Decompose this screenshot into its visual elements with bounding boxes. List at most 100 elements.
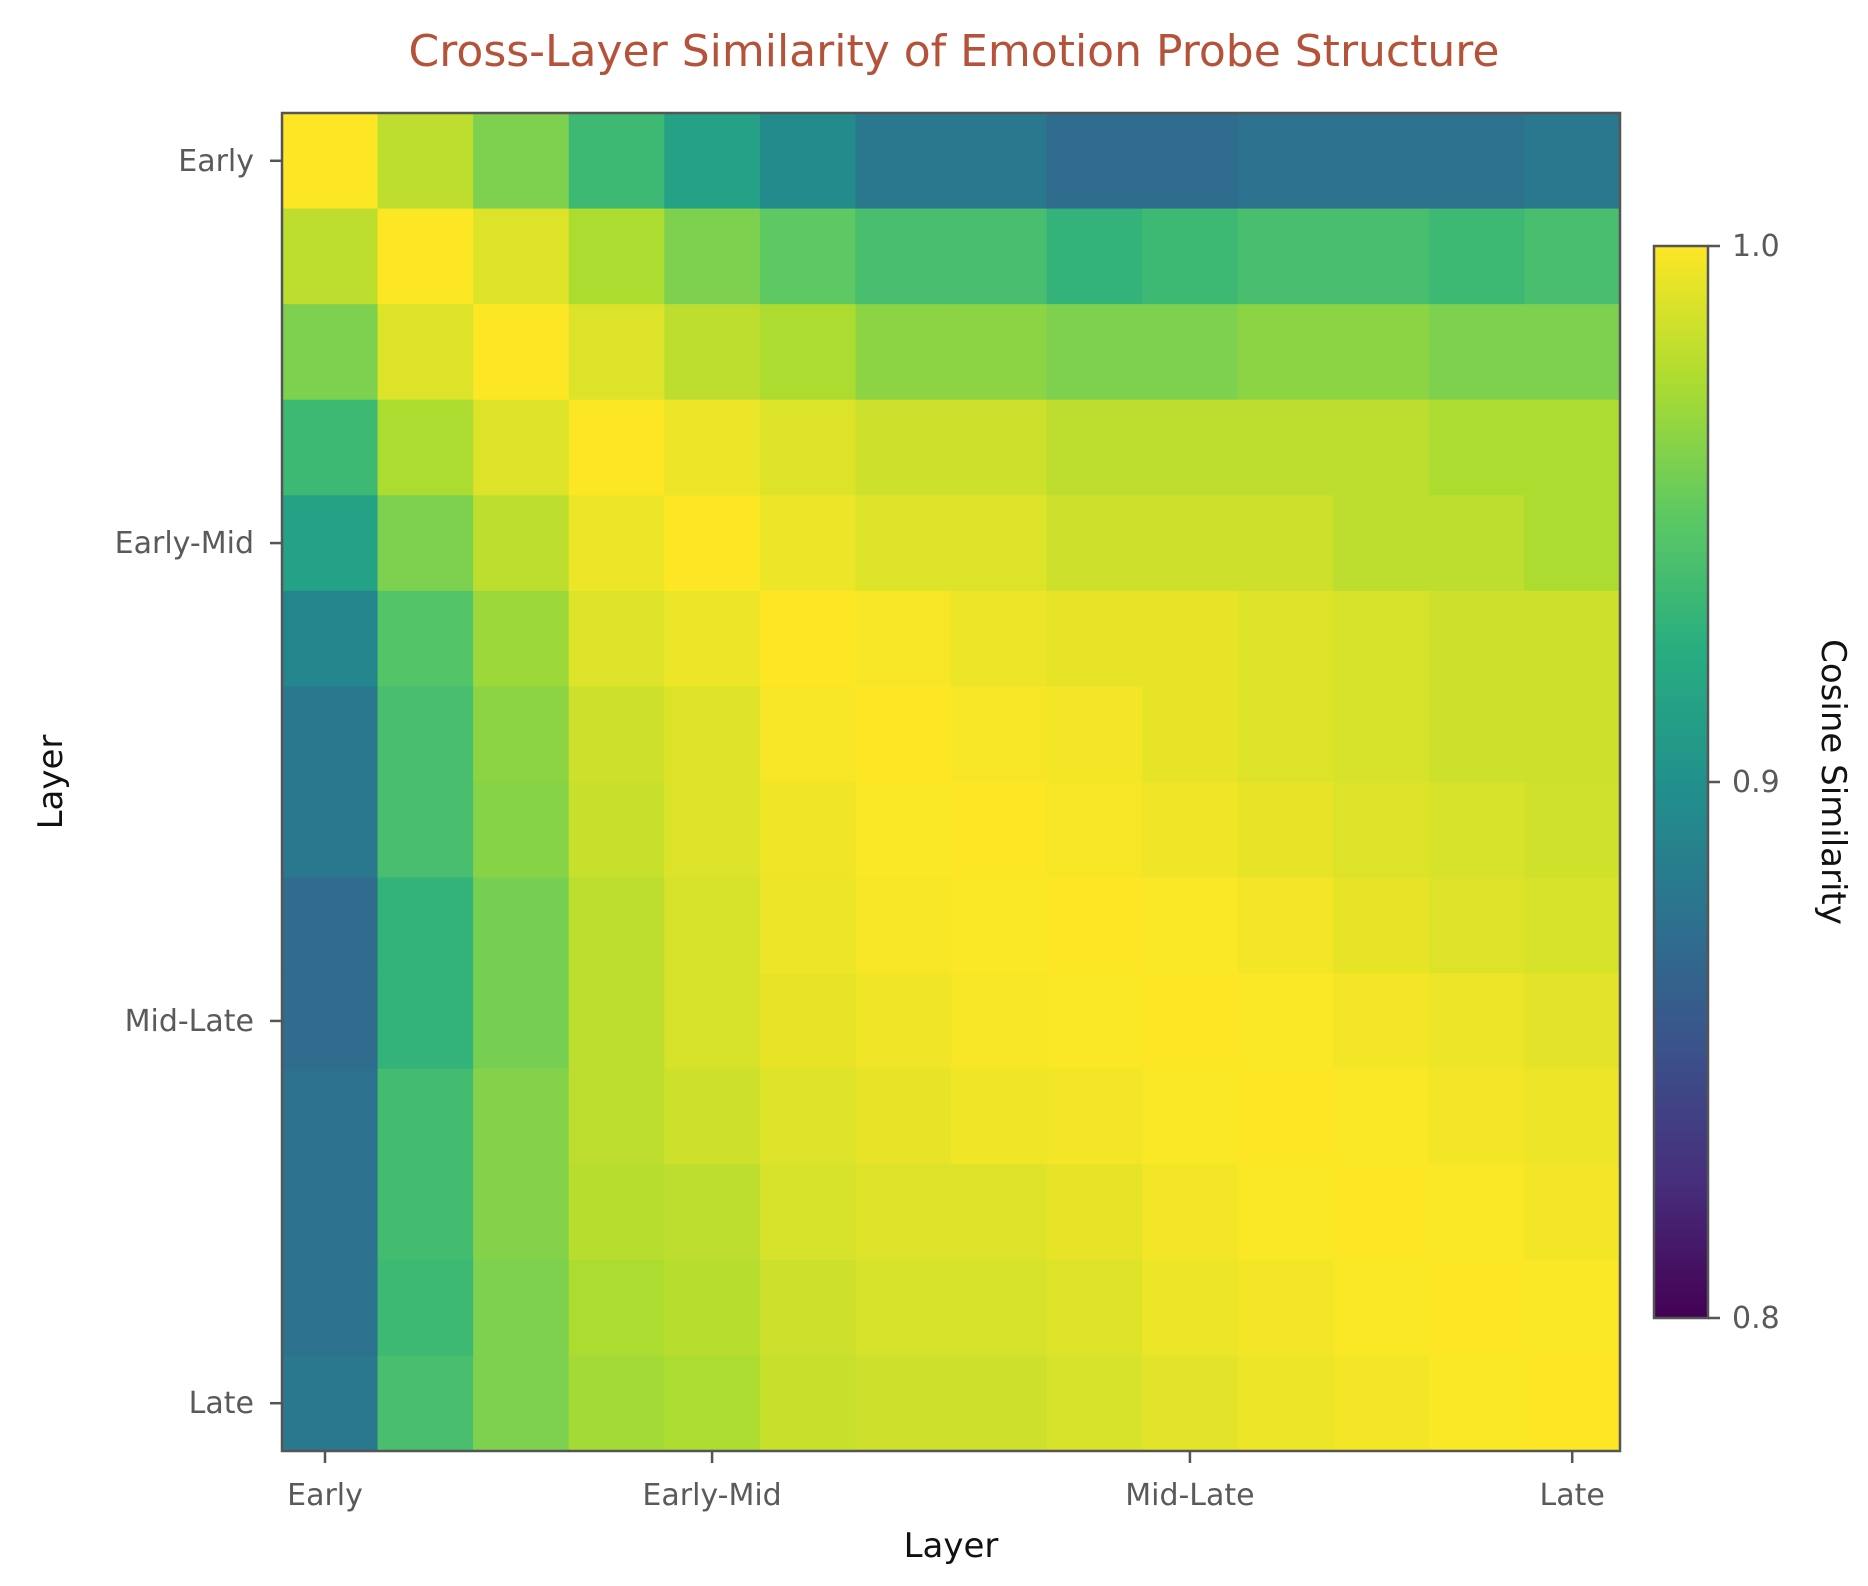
heatmap-cell [759, 973, 857, 1070]
heatmap-cell [568, 973, 665, 1070]
heatmap-cell [282, 399, 379, 496]
heatmap-cell [759, 877, 857, 974]
heatmap-cell [1333, 877, 1430, 974]
heatmap-cell [1142, 1068, 1239, 1165]
heatmap-cell [664, 877, 761, 974]
heatmap-cell [1524, 590, 1621, 688]
heatmap-cell [1142, 113, 1239, 210]
heatmap-cell [759, 1259, 857, 1357]
heatmap-cell [282, 208, 379, 305]
heatmap-cell [1046, 877, 1143, 974]
heatmap-cell [1333, 590, 1430, 688]
heatmap-cell [664, 1068, 761, 1165]
heatmap-cell [759, 495, 857, 592]
heatmap-cell [473, 590, 570, 688]
heatmap-cell [1046, 208, 1143, 305]
heatmap-cell [664, 208, 761, 305]
heatmap-cell [568, 590, 665, 688]
colorbar [1652, 244, 1710, 1320]
heatmap-cell [1046, 590, 1143, 688]
heatmap-cell [568, 877, 665, 974]
heatmap-cell [664, 782, 761, 879]
heatmap-cell [951, 113, 1048, 210]
heatmap-cell [664, 495, 761, 592]
heatmap-cell [1524, 495, 1621, 592]
heatmap-cell [377, 782, 474, 879]
heatmap-cell [855, 208, 952, 305]
heatmap-cell [1142, 782, 1239, 879]
heatmap-cell [473, 304, 570, 401]
heatmap-cell [473, 877, 570, 974]
heatmap-cell [473, 113, 570, 210]
heatmap-cell [1333, 973, 1430, 1070]
heatmap-cell [1237, 1355, 1334, 1452]
heatmap-cell [664, 1164, 761, 1261]
heatmap-cell [282, 973, 379, 1070]
heatmap-cell [855, 1259, 952, 1357]
heatmap-cell [1428, 590, 1526, 688]
heatmap-cell [664, 399, 761, 496]
heatmap-cell [759, 113, 857, 210]
heatmap-cell [473, 208, 570, 305]
heatmap-cell [951, 1259, 1048, 1357]
heatmap-cell [951, 686, 1048, 783]
y-axis-label: Layer [31, 735, 71, 830]
heatmap-cell [1333, 782, 1430, 879]
heatmap-cell [377, 590, 474, 688]
heatmap-cell [1333, 1355, 1430, 1452]
heatmap-cell [568, 304, 665, 401]
heatmap-cell [568, 1164, 665, 1261]
colorbar-label: Cosine Similarity [1813, 639, 1853, 925]
heatmap-cell [759, 1355, 857, 1452]
heatmap-cell [1237, 208, 1334, 305]
x-axis-ticks: Early Early-Mid Mid-Late Late [287, 1451, 1605, 1513]
heatmap-cell [951, 304, 1048, 401]
heatmap-cell [282, 113, 379, 210]
heatmap-cell [473, 1164, 570, 1261]
heatmap-cell [855, 113, 952, 210]
heatmap-cell [1237, 304, 1334, 401]
heatmap-cell [759, 782, 857, 879]
heatmap-cell [1046, 973, 1143, 1070]
heatmap-cell [951, 877, 1048, 974]
heatmap-cell [855, 1068, 952, 1165]
heatmap-cell [855, 686, 952, 783]
colorbar-tick-label: 1.0 [1732, 229, 1780, 264]
heatmap-cell [377, 1355, 474, 1452]
heatmap-cell [473, 686, 570, 783]
heatmap-cell [855, 495, 952, 592]
heatmap-cell [282, 495, 379, 592]
heatmap-cell [377, 877, 474, 974]
heatmap-cell [1142, 495, 1239, 592]
heatmap-cell [1524, 782, 1621, 879]
heatmap-cell [1237, 113, 1334, 210]
x-tick-label: Late [1540, 1478, 1605, 1513]
heatmap-cell [568, 495, 665, 592]
heatmap-cell [855, 399, 952, 496]
heatmap-cell [1524, 1068, 1621, 1165]
y-tick-label: Early [178, 144, 254, 179]
heatmap-cell [855, 877, 952, 974]
heatmap-cell [1524, 1259, 1621, 1357]
heatmap-cell [568, 208, 665, 305]
plot-frame [280, 111, 1622, 1453]
heatmap-cell [1428, 973, 1526, 1070]
heatmap-cell [1428, 304, 1526, 401]
heatmap-cell [1142, 590, 1239, 688]
heatmap-cell [282, 686, 379, 783]
heatmap-cell [1046, 304, 1143, 401]
y-tick-label: Early-Mid [115, 526, 254, 561]
heatmap-cell [855, 1355, 952, 1452]
heatmap-cell [1237, 877, 1334, 974]
heatmap-cell [1237, 1259, 1334, 1357]
colorbar-ticks: 1.0 0.9 0.8 [1708, 229, 1780, 1336]
heatmap-cell [1428, 495, 1526, 592]
heatmap-cell [1333, 686, 1430, 783]
heatmap-cell [1142, 1355, 1239, 1452]
heatmap-cell [1428, 1068, 1526, 1165]
heatmap-cell [664, 1355, 761, 1452]
heatmap-cell [664, 304, 761, 401]
heatmap-cell [1333, 304, 1430, 401]
heatmap-cell [568, 686, 665, 783]
x-tick-label: Mid-Late [1125, 1478, 1254, 1513]
